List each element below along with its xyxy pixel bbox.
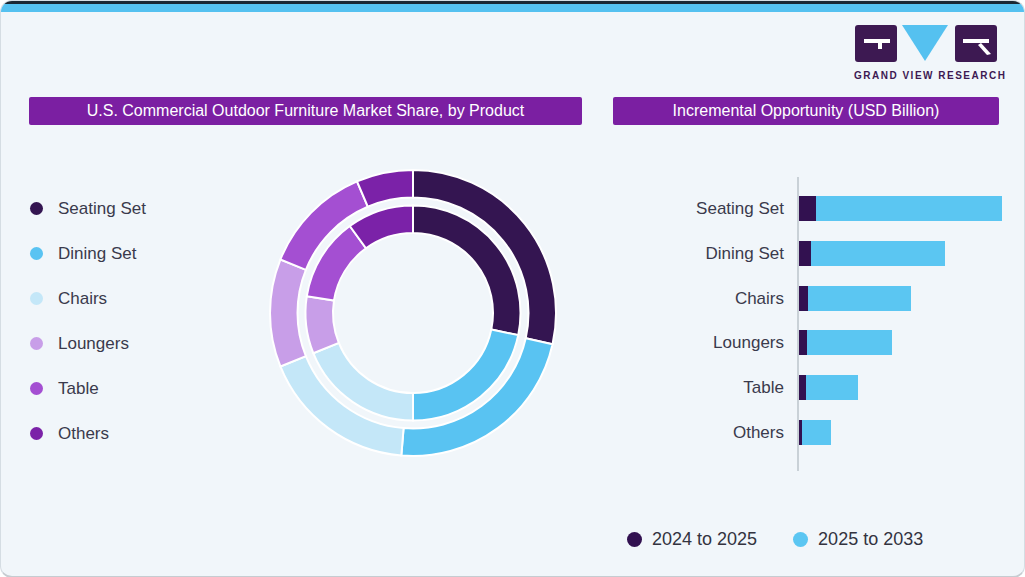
logo-g-block xyxy=(855,25,897,62)
bar-row-seating-set: Seating Set xyxy=(661,196,1023,221)
bar-category-label: Others xyxy=(661,420,784,445)
bar-track xyxy=(799,196,1002,221)
bar-chart: Seating Set Dining Set Chairs Loungers Table… xyxy=(661,177,1023,473)
legend-dot xyxy=(30,202,43,215)
bar-segment-2025-to-2033-table xyxy=(806,375,858,400)
bar-category-label: Table xyxy=(661,375,784,400)
top-accent-bar xyxy=(1,4,1024,12)
bar-category-label: Seating Set xyxy=(661,196,784,221)
bar-category-label: Dining Set xyxy=(661,241,784,266)
bar-track xyxy=(799,241,945,266)
bar-legend-item-2025-to-2033: 2025 to 2033 xyxy=(793,529,923,550)
bar-segment-2024-to-2025-dining-set xyxy=(799,241,811,266)
gvr-logo-mark xyxy=(854,23,998,65)
legend-label: Loungers xyxy=(58,334,129,354)
bar-segment-2025-to-2033-dining-set xyxy=(811,241,945,266)
legend-label: Seating Set xyxy=(58,199,146,219)
legend-dot xyxy=(30,382,43,395)
bar-segment-2025-to-2033-chairs xyxy=(808,286,911,311)
legend-dot xyxy=(30,247,43,260)
legend-dot xyxy=(30,337,43,350)
bar-segment-2024-to-2025-seating-set xyxy=(799,196,816,221)
bar-track xyxy=(799,286,911,311)
legend-dot xyxy=(30,427,43,440)
gvr-logo: GRAND VIEW RESEARCH xyxy=(854,23,998,81)
left-panel-title: U.S. Commercial Outdoor Furniture Market… xyxy=(29,97,582,125)
report-card: GRAND VIEW RESEARCH U.S. Commercial Outd… xyxy=(0,0,1025,577)
logo-wordmark: GRAND VIEW RESEARCH xyxy=(854,70,998,81)
bar-track xyxy=(799,375,858,400)
legend-dot xyxy=(30,292,43,305)
legend-item-seating-set: Seating Set xyxy=(30,186,230,231)
legend-dot xyxy=(627,532,642,547)
bar-segment-2024-to-2025-table xyxy=(799,375,806,400)
bar-row-chairs: Chairs xyxy=(661,286,1023,311)
logo-r-block xyxy=(955,25,997,62)
donut-segment-inner-loungers xyxy=(305,296,338,353)
legend-item-table: Table xyxy=(30,366,230,411)
legend-item-chairs: Chairs xyxy=(30,276,230,321)
bar-category-label: Loungers xyxy=(661,330,784,355)
legend-label: 2024 to 2025 xyxy=(652,529,757,550)
legend-dot xyxy=(793,532,808,547)
bar-legend-item-2024-to-2025: 2024 to 2025 xyxy=(627,529,757,550)
logo-v-triangle xyxy=(902,25,948,61)
donut-legend: Seating Set Dining Set Chairs Loungers Table… xyxy=(30,186,230,456)
legend-item-dining-set: Dining Set xyxy=(30,231,230,276)
bar-row-table: Table xyxy=(661,375,1023,400)
legend-label: Others xyxy=(58,424,109,444)
donut-chart xyxy=(263,163,563,463)
right-panel-title: Incremental Opportunity (USD Billion) xyxy=(613,97,999,125)
bar-track xyxy=(799,330,892,355)
bar-row-loungers: Loungers xyxy=(661,330,1023,355)
bar-row-dining-set: Dining Set xyxy=(661,241,1023,266)
bar-segment-2025-to-2033-seating-set xyxy=(816,196,1002,221)
legend-label: Dining Set xyxy=(58,244,136,264)
bar-segment-2024-to-2025-chairs xyxy=(799,286,808,311)
donut-segment-outer-loungers xyxy=(270,260,306,367)
bar-row-others: Others xyxy=(661,420,1023,445)
bar-legend: 2024 to 2025 2025 to 2033 xyxy=(627,529,923,550)
legend-label: 2025 to 2033 xyxy=(818,529,923,550)
legend-label: Chairs xyxy=(58,289,107,309)
bar-segment-2025-to-2033-loungers xyxy=(807,330,892,355)
bar-segment-2024-to-2025-loungers xyxy=(799,330,807,355)
bar-track xyxy=(799,420,831,445)
bar-segment-2025-to-2033-others xyxy=(802,420,831,445)
legend-item-loungers: Loungers xyxy=(30,321,230,366)
donut-segment-outer-others xyxy=(357,170,413,207)
logo-r-glyph xyxy=(963,39,989,43)
bar-category-label: Chairs xyxy=(661,286,784,311)
legend-item-others: Others xyxy=(30,411,230,456)
legend-label: Table xyxy=(58,379,99,399)
